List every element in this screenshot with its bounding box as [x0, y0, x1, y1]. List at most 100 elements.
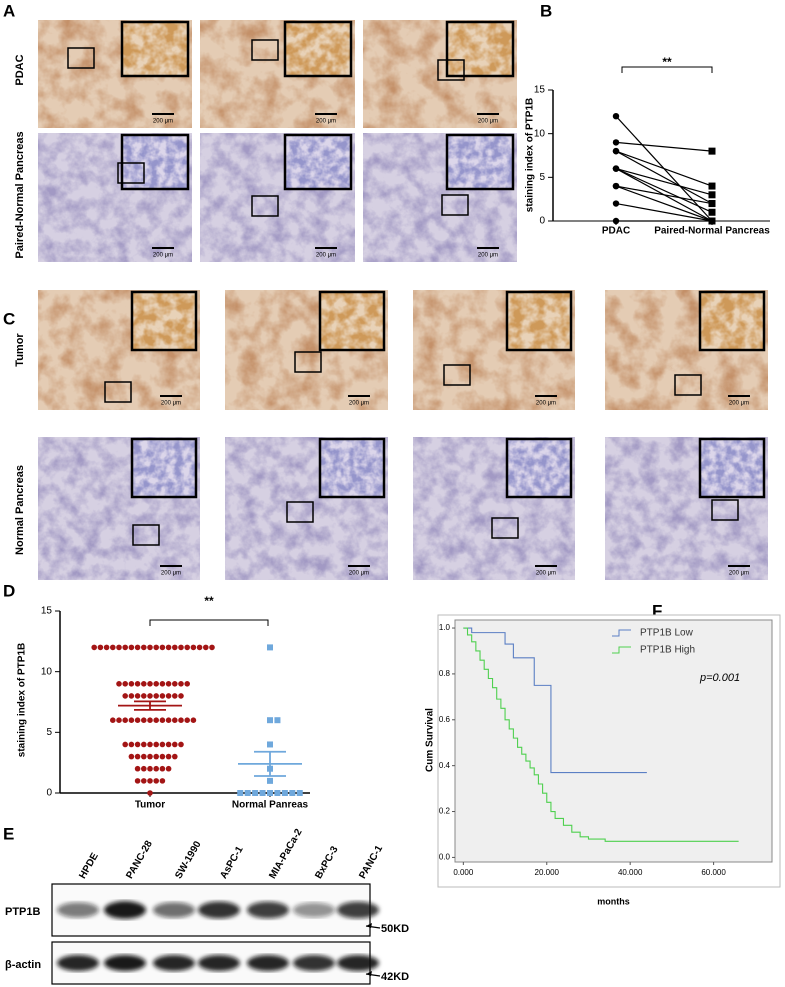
error-bar — [254, 750, 286, 777]
point — [612, 165, 620, 172]
dot — [178, 717, 184, 723]
inset-frame — [283, 20, 353, 78]
inset-texture — [507, 292, 571, 350]
point — [708, 208, 716, 216]
dot — [172, 693, 178, 699]
marker-label: 50KD — [381, 923, 409, 935]
blot-band — [153, 902, 195, 918]
y-tick-label: 15 — [41, 606, 53, 617]
dot — [122, 717, 128, 723]
inset-frame — [120, 133, 190, 191]
inset-frame — [318, 437, 386, 499]
point — [612, 217, 620, 225]
pair-line — [615, 150, 713, 187]
inset-texture — [320, 292, 384, 350]
point — [708, 182, 716, 190]
y-tick-label: 0.8 — [439, 669, 451, 678]
dot — [178, 681, 184, 687]
pair-line — [615, 185, 713, 205]
dot — [134, 753, 141, 760]
row-label: Paired-Normal Pancreas — [14, 131, 26, 258]
zoom-box — [286, 501, 314, 523]
blot-band — [247, 955, 289, 971]
dot — [159, 765, 166, 772]
point — [612, 147, 620, 155]
zoom-box — [67, 47, 95, 69]
dot — [190, 644, 197, 651]
dot — [281, 790, 288, 796]
scale-bar-label: 200 μm — [349, 571, 369, 577]
legend-label: PTP1B Low — [640, 628, 694, 639]
dot — [165, 644, 172, 651]
dot — [153, 765, 159, 772]
scale-bar-label: 200 μm — [478, 253, 498, 259]
point — [708, 217, 716, 225]
point — [708, 200, 716, 208]
dot — [289, 790, 296, 796]
x-tick-label: 40.000 — [618, 868, 643, 877]
zoom-box — [104, 381, 132, 403]
blot-band — [104, 901, 146, 919]
dot — [159, 717, 166, 723]
dot — [134, 644, 141, 651]
survival-curve — [463, 627, 739, 842]
annotation: ** — [204, 594, 214, 608]
inset-texture — [132, 439, 196, 497]
zoom-box — [132, 524, 160, 546]
dot — [116, 717, 122, 723]
inset-texture — [320, 439, 384, 497]
dot — [128, 741, 135, 748]
dot — [147, 778, 153, 784]
dot — [190, 717, 197, 723]
dot — [134, 741, 141, 748]
pair-line — [615, 168, 713, 213]
dot — [116, 681, 122, 687]
inset-texture — [285, 135, 351, 189]
inset-frame — [505, 437, 573, 499]
dot — [159, 778, 166, 784]
legend-symbol — [612, 646, 631, 654]
scale-bar-label: 200 μm — [536, 401, 556, 407]
inset-texture — [700, 292, 764, 350]
blot-row-label: β-actin — [5, 959, 41, 971]
row-label: PDAC — [14, 54, 26, 85]
dot — [141, 717, 147, 723]
dot — [128, 717, 135, 723]
y-tick-label: 0.0 — [439, 853, 451, 862]
scale-bar-label: 200 μm — [729, 401, 749, 407]
panel-label: C — [3, 309, 15, 328]
pair-line — [615, 185, 713, 222]
dot — [141, 741, 147, 748]
inset-texture — [122, 135, 188, 189]
annotation: p=0.001 — [699, 672, 740, 684]
zoom-box — [441, 194, 469, 216]
row-label: Normal Pancreas — [14, 465, 26, 555]
zoom-box — [491, 517, 519, 539]
inset-frame — [698, 290, 766, 352]
dot — [203, 644, 209, 651]
blot-band — [293, 955, 335, 971]
dot — [147, 790, 153, 796]
blot-band — [337, 955, 379, 971]
dot — [165, 681, 172, 687]
dot — [147, 644, 153, 651]
blot-band — [247, 901, 289, 919]
dot — [178, 741, 184, 748]
point — [612, 200, 620, 207]
y-tick-label: 10 — [41, 666, 53, 677]
dot — [110, 717, 116, 723]
scale-bar-label: 200 μm — [153, 119, 173, 125]
lane-label: MIA-PaCa-2 — [267, 827, 305, 881]
lane-label: SW-1990 — [173, 839, 203, 881]
y-axis-label: staining index of PTP1B — [17, 643, 28, 757]
inset-texture — [447, 135, 513, 189]
dot — [184, 717, 190, 723]
inset-frame — [283, 133, 353, 191]
scale-bar-label: 200 μm — [161, 571, 181, 577]
lane-label: PANC-1 — [357, 843, 385, 880]
inset-texture — [700, 439, 764, 497]
scale-bar-label: 200 μm — [316, 119, 336, 125]
y-tick-label: 15 — [534, 85, 546, 96]
dot — [259, 790, 266, 796]
